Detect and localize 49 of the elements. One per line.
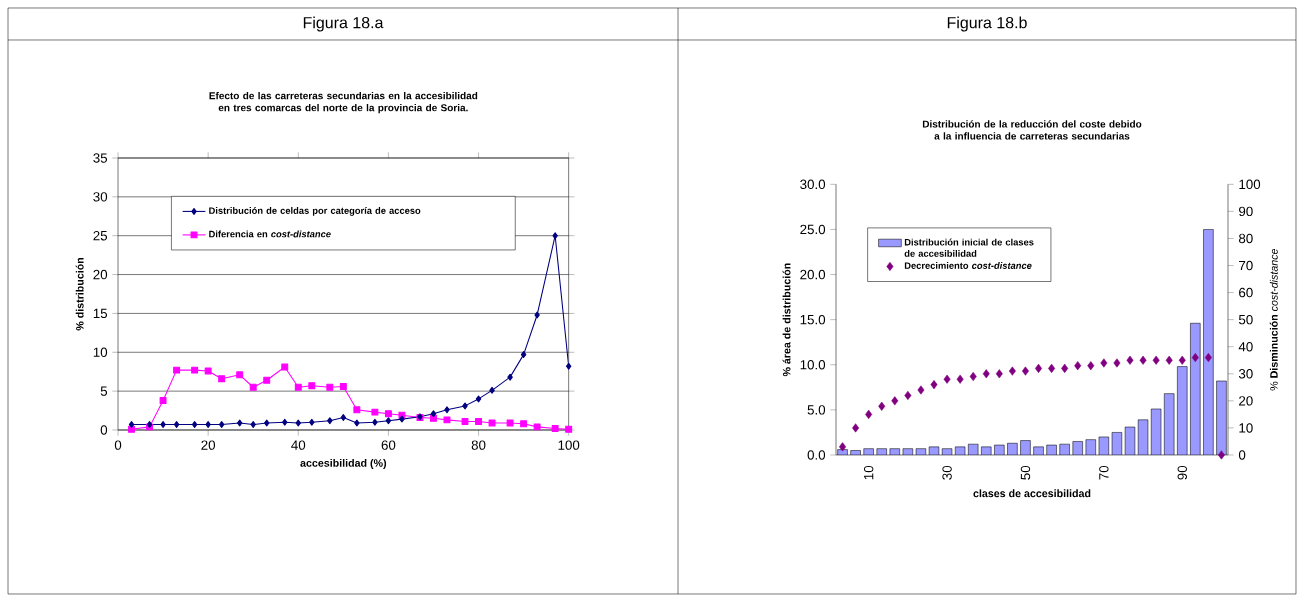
x-axis-title: clases de accesibilidad <box>973 489 1091 498</box>
chart-title: Distribución de la reducción del coste debido a la influencia de carreteras secundarias <box>922 120 1142 140</box>
text: Figura 18.b <box>947 16 1027 32</box>
y-tick-label: 5.0 <box>807 405 826 415</box>
y-tick-label: 25.0 <box>800 224 826 235</box>
y-tick-label: 10.0 <box>800 360 826 370</box>
y2-tick-label: 20 <box>1239 396 1253 406</box>
y2-tick-label: 10 <box>1239 423 1253 433</box>
x-tick-label: 30 <box>942 465 952 480</box>
y-tick-label: 25 <box>93 230 108 241</box>
legend-label: Diferencia en cost-distance <box>209 230 331 238</box>
y2-tick-label: 70 <box>1239 260 1253 271</box>
y-tick-label: 10 <box>93 347 108 357</box>
x-tick-label: 90 <box>1177 465 1187 480</box>
y-axis-title: % área de distribución <box>782 263 791 377</box>
x-axis-title: accesibilidad (%) <box>300 458 387 469</box>
y2-tick-label: 60 <box>1239 287 1253 298</box>
y-axis-title: % distribución <box>75 257 84 331</box>
y2-tick-label: 50 <box>1238 314 1253 325</box>
x-tick-label: 0 <box>114 440 122 450</box>
y-tick-label: 20 <box>93 269 108 280</box>
y-tick-label: 0.0 <box>807 450 826 460</box>
y-tick-label: 15 <box>93 308 108 319</box>
x-tick-label: 100 <box>558 440 580 450</box>
y-tick-label: 5 <box>100 386 108 396</box>
x-tick-label: 60 <box>381 440 396 450</box>
y-tick-label: 0 <box>100 425 108 435</box>
y-tick-label: 20.0 <box>800 269 826 280</box>
x-tick-label: 40 <box>291 440 306 450</box>
legend-label: Decrecimiento cost-distance <box>904 262 1032 269</box>
chart-title: Efecto de las carreteras secundarias en la accesibilidad en tres comarcas del norte de la provincia de Soria. <box>209 91 478 114</box>
y-tick-label: 35 <box>93 153 108 163</box>
y2-tick-label: 0 <box>1238 450 1246 460</box>
y-tick-label: 15.0 <box>800 314 826 325</box>
y2-tick-label: 90 <box>1239 206 1253 217</box>
x-tick-label: 70 <box>1099 465 1109 480</box>
y2-tick-label: 80 <box>1238 233 1253 244</box>
y2-tick-label: 30 <box>1238 369 1253 379</box>
x-tick-label: 20 <box>201 440 216 450</box>
text: Figura 18.a <box>303 16 384 32</box>
y2-axis-title: % Disminución cost-distance <box>1269 248 1278 391</box>
y-tick-label: 30.0 <box>800 179 826 190</box>
y2-tick-label: 100 <box>1239 179 1261 190</box>
x-tick-label: 80 <box>471 440 486 450</box>
x-tick-label: 50 <box>1020 465 1031 480</box>
y2-tick-label: 40 <box>1238 342 1253 352</box>
y-tick-label: 30 <box>93 192 108 202</box>
x-tick-label: 10 <box>863 465 874 480</box>
legend-label: Distribución de celdas por categoría de acceso <box>209 207 421 216</box>
